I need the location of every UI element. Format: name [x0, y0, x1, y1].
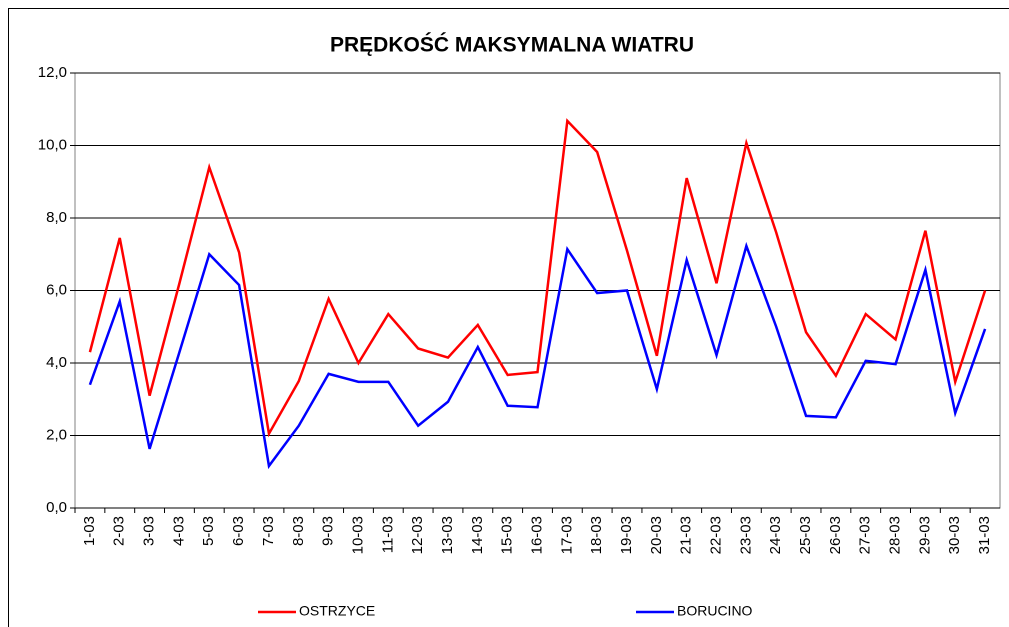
x-tick-label: 3-03: [141, 516, 158, 546]
x-tick-label: 9-03: [320, 516, 337, 546]
x-tick-label: 15-03: [499, 516, 516, 554]
x-tick-label: 31-03: [976, 516, 993, 554]
y-tick-label: 4,0: [46, 354, 67, 371]
x-tick-label: 26-03: [827, 516, 844, 554]
x-tick-label: 30-03: [946, 516, 963, 554]
legend-label: BORUCINO: [677, 603, 753, 619]
x-tick-label: 1-03: [81, 516, 98, 546]
y-tick-label: 10,0: [38, 136, 67, 153]
x-tick-label: 16-03: [528, 516, 545, 554]
x-tick-label: 24-03: [767, 516, 784, 554]
x-tick-label: 28-03: [887, 516, 904, 554]
x-tick-label: 23-03: [737, 516, 754, 554]
x-tick-label: 5-03: [200, 516, 217, 546]
x-tick-label: 13-03: [439, 516, 456, 554]
x-tick-label: 17-03: [558, 516, 575, 554]
x-tick-label: 25-03: [797, 516, 814, 554]
x-tick-label: 10-03: [349, 516, 366, 554]
x-tick-label: 6-03: [230, 516, 247, 546]
x-tick-label: 12-03: [409, 516, 426, 554]
x-tick-label: 11-03: [379, 516, 396, 553]
y-tick-label: 12,0: [38, 64, 67, 81]
line-series: [88, 118, 987, 438]
x-tick-label: 8-03: [290, 516, 307, 546]
x-tick-label: 7-03: [260, 516, 277, 546]
y-tick-label: 2,0: [46, 426, 67, 443]
x-tick-label: 27-03: [857, 516, 874, 554]
x-tick-label: 19-03: [618, 516, 635, 554]
y-tick-label: 0,0: [46, 499, 67, 516]
x-tick-label: 4-03: [170, 516, 187, 546]
x-tick-label: 14-03: [469, 516, 486, 554]
chart-title: PRĘDKOŚĆ MAKSYMALNA WIATRU: [330, 33, 694, 57]
y-tick-label: 6,0: [46, 281, 67, 298]
x-tick-label: 21-03: [678, 516, 695, 554]
x-tick-label: 18-03: [588, 516, 605, 554]
y-tick-label: 8,0: [46, 209, 67, 226]
x-tick-label: 2-03: [111, 516, 128, 546]
x-tick-label: 29-03: [916, 516, 933, 554]
legend-label: OSTRZYCE: [299, 603, 375, 619]
x-tick-label: 20-03: [648, 516, 665, 554]
line-series: [88, 241, 987, 470]
x-tick-label: 22-03: [708, 516, 725, 554]
